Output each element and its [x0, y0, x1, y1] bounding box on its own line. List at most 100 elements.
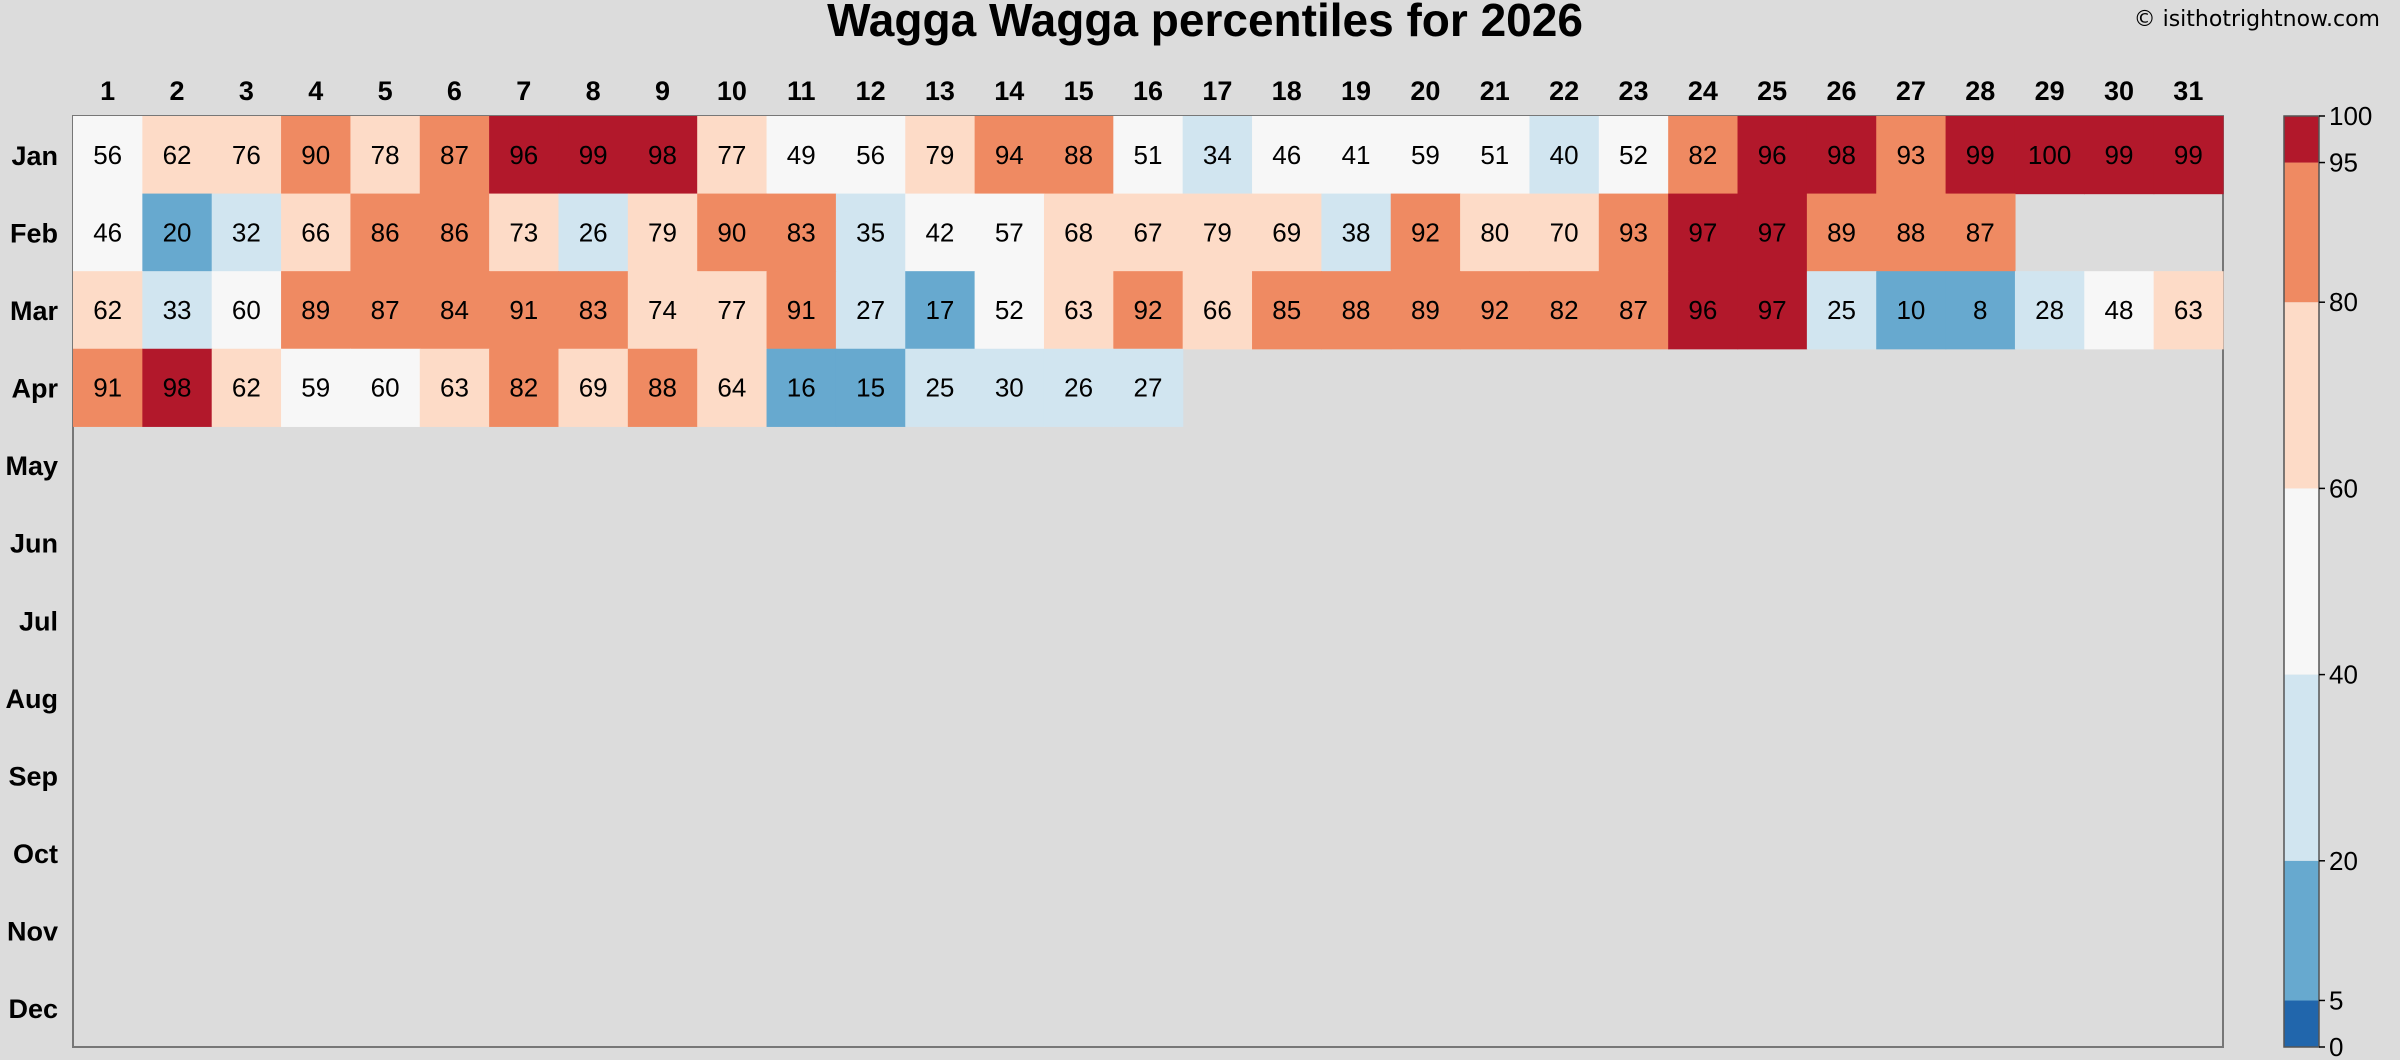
- cell-value-label: 59: [301, 373, 330, 403]
- heatmap-cell: [1529, 193, 1600, 272]
- cell-value-label: 38: [1342, 217, 1371, 247]
- heatmap-cell: [1806, 116, 1877, 195]
- colorbar-tick-label: 0: [2329, 1032, 2343, 1060]
- cell-value-label: 76: [232, 140, 261, 170]
- cell-value-label: 66: [301, 217, 330, 247]
- cell-value-label: 99: [2174, 140, 2203, 170]
- day-label: 24: [1688, 76, 1718, 106]
- cell-value-label: 63: [440, 373, 469, 403]
- cell-value-label: 99: [579, 140, 608, 170]
- heatmap-cell: [697, 193, 768, 272]
- cell-value-label: 99: [2105, 140, 2134, 170]
- heatmap-cell: [974, 193, 1045, 272]
- cell-value-label: 77: [717, 295, 746, 325]
- heatmap-cell: [419, 348, 490, 427]
- colorbar-segment: [2284, 488, 2319, 675]
- heatmap-cell: [766, 271, 837, 350]
- cell-value-label: 60: [232, 295, 261, 325]
- day-label: 22: [1549, 76, 1579, 106]
- cell-value-label: 87: [371, 295, 400, 325]
- cell-value-label: 89: [1411, 295, 1440, 325]
- day-label: 20: [1410, 76, 1440, 106]
- heatmap-cell: [1460, 271, 1531, 350]
- heatmap-cell: [1043, 348, 1114, 427]
- heatmap-cell: [627, 193, 698, 272]
- cell-value-label: 99: [1966, 140, 1995, 170]
- day-label: 3: [239, 76, 254, 106]
- cell-value-label: 17: [925, 295, 954, 325]
- cell-value-label: 40: [1550, 140, 1579, 170]
- cell-value-label: 30: [995, 373, 1024, 403]
- cell-value-label: 8: [1973, 295, 1987, 325]
- heatmap-cell: [1182, 271, 1253, 350]
- month-label: Jun: [10, 529, 58, 559]
- heatmap-cell: [697, 348, 768, 427]
- heatmap-cell: [489, 116, 560, 195]
- heatmap-cell: [142, 348, 213, 427]
- day-label: 26: [1827, 76, 1857, 106]
- heatmap-cell: [974, 271, 1045, 350]
- heatmap-cell: [1043, 193, 1114, 272]
- day-label: 16: [1133, 76, 1163, 106]
- cell-value-label: 25: [925, 373, 954, 403]
- chart-title: Wagga Wagga percentiles for 2026: [827, 0, 1583, 46]
- heatmap-cell: [2153, 116, 2224, 195]
- heatmap-cell: [350, 193, 421, 272]
- heatmap-cell: [835, 116, 906, 195]
- heatmap-cell: [1945, 193, 2016, 272]
- cell-value-label: 78: [371, 140, 400, 170]
- cell-value-label: 69: [1272, 217, 1301, 247]
- heatmap-cell: [1529, 271, 1600, 350]
- heatmap-cell: [1321, 116, 1392, 195]
- heatmap-cell: [558, 348, 629, 427]
- day-label: 17: [1202, 76, 1232, 106]
- heatmap-cell: [627, 271, 698, 350]
- heatmap-cell: [211, 193, 282, 272]
- day-label: 5: [378, 76, 393, 106]
- heatmap-cell: [1737, 116, 1808, 195]
- cell-value-label: 62: [232, 373, 261, 403]
- colorbar-tick-label: 80: [2329, 287, 2358, 317]
- colorbar-segment: [2284, 116, 2319, 163]
- cell-value-label: 28: [2035, 295, 2064, 325]
- heatmap-cell: [558, 116, 629, 195]
- heatmap-cell: [1806, 271, 1877, 350]
- cell-value-label: 52: [995, 295, 1024, 325]
- cell-value-label: 88: [1342, 295, 1371, 325]
- cell-value-label: 70: [1550, 217, 1579, 247]
- cell-value-label: 82: [509, 373, 538, 403]
- heatmap-cell: [2014, 116, 2085, 195]
- heatmap-cell: [1876, 193, 1947, 272]
- month-label: Aug: [6, 684, 58, 714]
- heatmap-cell: [142, 116, 213, 195]
- day-label: 31: [2173, 76, 2203, 106]
- day-label: 15: [1064, 76, 1094, 106]
- heatmap-cell: [766, 116, 837, 195]
- cell-value-label: 68: [1064, 217, 1093, 247]
- day-label: 12: [856, 76, 886, 106]
- cell-value-label: 62: [163, 140, 192, 170]
- heatmap-cell: [211, 348, 282, 427]
- heatmap-cell: [1806, 193, 1877, 272]
- heatmap-cell: [1252, 271, 1322, 350]
- heatmap-cell: [1113, 116, 1184, 195]
- heatmap-cell: [1113, 348, 1184, 427]
- colorbar-segment: [2284, 860, 2319, 1001]
- heatmap-cell: [211, 271, 282, 350]
- cell-value-label: 88: [1064, 140, 1093, 170]
- heatmap-cell: [1390, 193, 1461, 272]
- colorbar-frame: [2283, 115, 2320, 1048]
- heatmap-cell: [489, 193, 560, 272]
- heatmap-cell: [1598, 193, 1669, 272]
- cell-value-label: 46: [1272, 140, 1301, 170]
- day-label: 14: [994, 76, 1024, 106]
- heatmap-cell: [281, 116, 352, 195]
- cell-value-label: 98: [163, 373, 192, 403]
- heatmap-cell: [1390, 271, 1461, 350]
- day-label: 28: [1965, 76, 1995, 106]
- heatmap-cell: [1668, 116, 1739, 195]
- heatmap-cell: [1876, 116, 1947, 195]
- cell-value-label: 83: [579, 295, 608, 325]
- cell-value-label: 79: [648, 217, 677, 247]
- heatmap-cell: [1460, 116, 1531, 195]
